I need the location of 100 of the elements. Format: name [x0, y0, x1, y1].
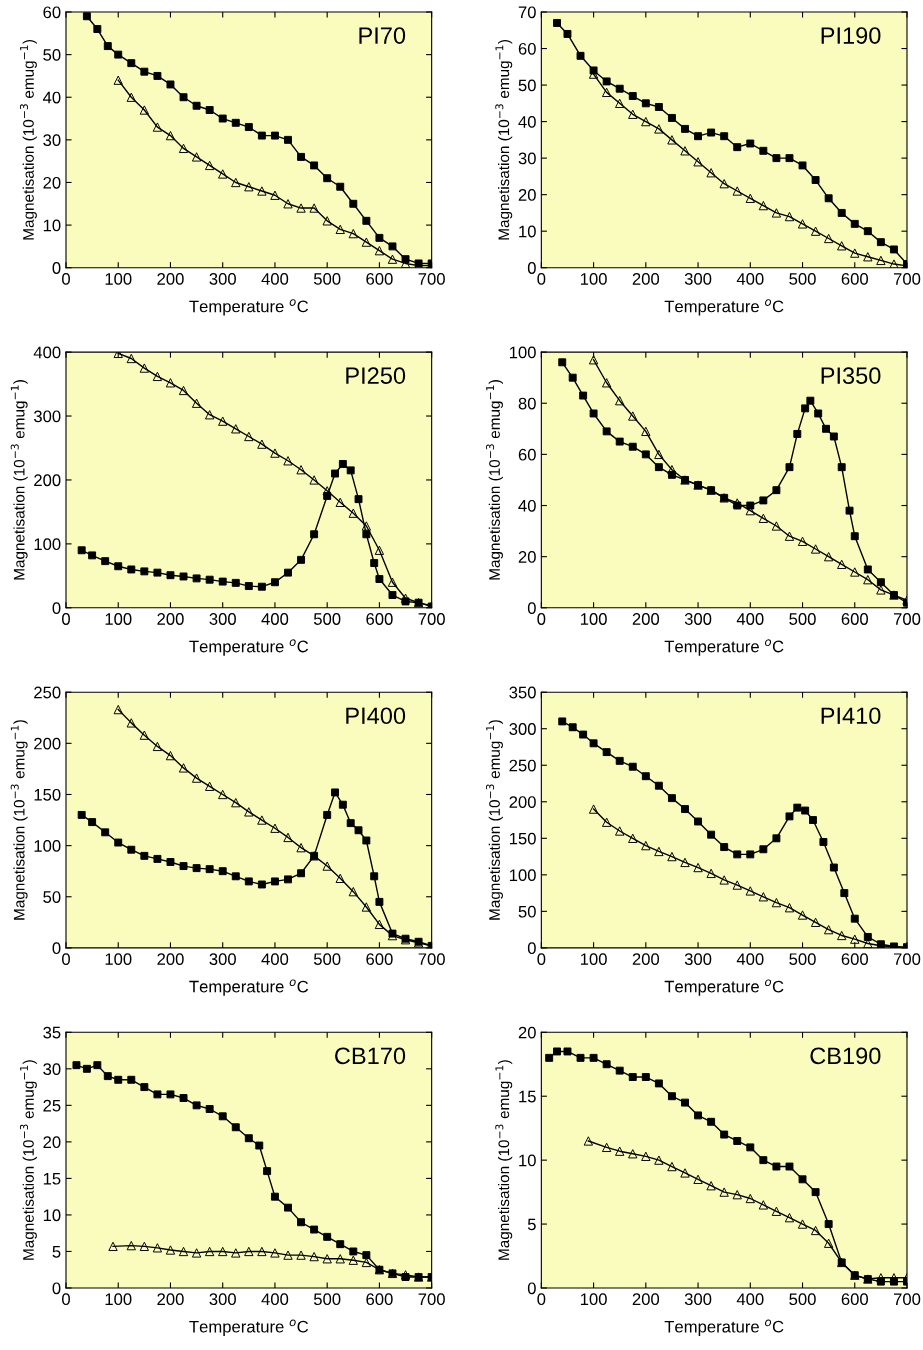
x-tick-label: 500	[789, 1293, 816, 1306]
y-tick-label: 40	[518, 115, 536, 128]
chart-title: PI410	[821, 707, 881, 725]
x-tick-label: 500	[789, 273, 816, 285]
x-tick-label: 400	[261, 613, 289, 625]
x-axis-title: Temperature $^{o}$C	[664, 1319, 784, 1336]
x-axis-title: Temperature $^{o}$C	[664, 639, 784, 656]
y-tick-label: 30	[518, 152, 536, 165]
y-tick-label: 150	[509, 832, 536, 845]
y-tick-label: 20	[518, 551, 536, 563]
y-tick-label: 300	[509, 723, 536, 735]
x-tick-label: 100	[580, 953, 607, 966]
x-tick-label: 200	[632, 273, 660, 285]
x-tick-label: 600	[366, 613, 393, 625]
y-tick-label: 0	[527, 602, 536, 615]
y-tick-label: 30	[43, 134, 61, 147]
y-tick-label: 200	[34, 474, 61, 487]
y-tick-label: 60	[43, 6, 61, 19]
y-tick-label: 10	[43, 1209, 61, 1222]
x-tick-label: 600	[366, 273, 393, 285]
x-tick-label: 200	[157, 1293, 184, 1306]
chart-title: PI190	[821, 27, 881, 44]
x-tick-label: 200	[632, 953, 660, 966]
x-tick-label: 300	[209, 273, 236, 285]
x-tick-label: 400	[261, 273, 289, 285]
x-tick-label: 300	[684, 1293, 712, 1306]
y-tick-label: 50	[518, 905, 536, 918]
x-tick-label: 600	[841, 1293, 869, 1306]
x-tick-label: 0	[537, 1293, 546, 1306]
x-tick-label: 0	[62, 953, 70, 966]
y-tick-label: 400	[33, 346, 61, 359]
y-tick-label: 30	[43, 1063, 61, 1076]
x-tick-label: 0	[62, 613, 70, 625]
y-tick-label: 0	[52, 942, 61, 955]
y-tick-label: 60	[518, 448, 536, 461]
x-axis-title: Temperature $^{o}$C	[189, 639, 309, 656]
y-tick-label: 20	[43, 176, 61, 189]
x-axis-title: Temperature $^{o}$C	[664, 299, 784, 316]
x-tick-label: 300	[684, 273, 712, 285]
x-tick-label: 0	[537, 613, 546, 625]
y-tick-label: 50	[518, 79, 536, 92]
x-tick-label: 700	[418, 953, 445, 966]
x-tick-label: 500	[313, 613, 341, 625]
y-tick-label: 40	[518, 499, 536, 512]
x-tick-label: 0	[62, 1293, 70, 1306]
y-tick-label: 0	[52, 1282, 61, 1295]
y-axis-title: Magnetisation (10$^{−3}$ emug$^{−1}$)	[19, 39, 37, 240]
y-tick-label: 5	[52, 1246, 61, 1258]
x-tick-label: 100	[105, 1293, 132, 1306]
x-tick-label: 500	[789, 953, 816, 966]
x-tick-label: 500	[789, 613, 816, 625]
y-tick-label: 0	[527, 262, 536, 274]
y-axis-title: Magnetisation (10$^{−3}$ emug$^{−1}$)	[486, 380, 503, 580]
y-tick-label: 100	[509, 869, 536, 882]
x-tick-label: 600	[841, 953, 869, 966]
x-tick-label: 100	[580, 273, 607, 285]
x-tick-label: 200	[632, 1293, 660, 1306]
y-tick-label: 200	[34, 737, 61, 750]
y-tick-label: 0	[52, 602, 61, 615]
x-tick-label: 400	[736, 273, 764, 285]
y-tick-label: 50	[43, 891, 61, 903]
x-tick-label: 600	[841, 613, 869, 625]
x-tick-label: 700	[893, 273, 921, 285]
y-tick-label: 250	[34, 686, 61, 699]
y-axis-title: Magnetisation (10$^{−3}$ emug$^{−1}$)	[19, 1060, 37, 1260]
y-tick-label: 20	[43, 1136, 61, 1149]
x-axis-title: Temperature $^{o}$C	[189, 1319, 309, 1336]
y-tick-label: 20	[518, 189, 536, 201]
x-tick-label: 0	[537, 273, 546, 285]
y-tick-label: 0	[527, 1282, 536, 1295]
x-tick-label: 300	[684, 613, 712, 625]
y-tick-label: 0	[52, 262, 61, 274]
x-tick-label: 400	[736, 1293, 764, 1306]
y-axis-title: Magnetisation (10$^{−3}$ emug$^{−1}$)	[495, 39, 513, 240]
y-tick-label: 100	[34, 840, 61, 852]
y-tick-label: 15	[43, 1172, 61, 1185]
x-tick-label: 700	[418, 1293, 445, 1306]
x-tick-label: 300	[209, 953, 236, 966]
y-axis-title: Magnetisation (10$^{−3}$ emug$^{−1}$)	[495, 1060, 513, 1260]
x-tick-label: 400	[261, 953, 289, 966]
x-tick-label: 0	[537, 953, 546, 966]
x-tick-label: 500	[313, 953, 341, 966]
y-axis-title: Magnetisation (10$^{−3}$ emug$^{−1}$)	[10, 720, 28, 920]
chart-title: CB170	[335, 1047, 406, 1065]
x-tick-label: 100	[105, 613, 132, 625]
chart-title: PI70	[359, 27, 406, 44]
y-tick-label: 25	[43, 1099, 61, 1112]
x-tick-label: 700	[418, 613, 445, 625]
chart-title: PI400	[346, 707, 406, 725]
x-tick-label: 700	[418, 273, 445, 285]
y-tick-label: 40	[42, 91, 61, 104]
x-tick-label: 400	[736, 613, 764, 625]
x-tick-label: 400	[736, 953, 764, 966]
y-tick-label: 200	[509, 796, 536, 808]
x-tick-label: 600	[366, 1293, 393, 1306]
x-tick-label: 700	[893, 953, 921, 966]
x-tick-label: 500	[313, 273, 341, 285]
y-tick-label: 250	[509, 759, 536, 772]
x-tick-label: 300	[684, 953, 712, 966]
y-tick-label: 35	[43, 1026, 61, 1039]
